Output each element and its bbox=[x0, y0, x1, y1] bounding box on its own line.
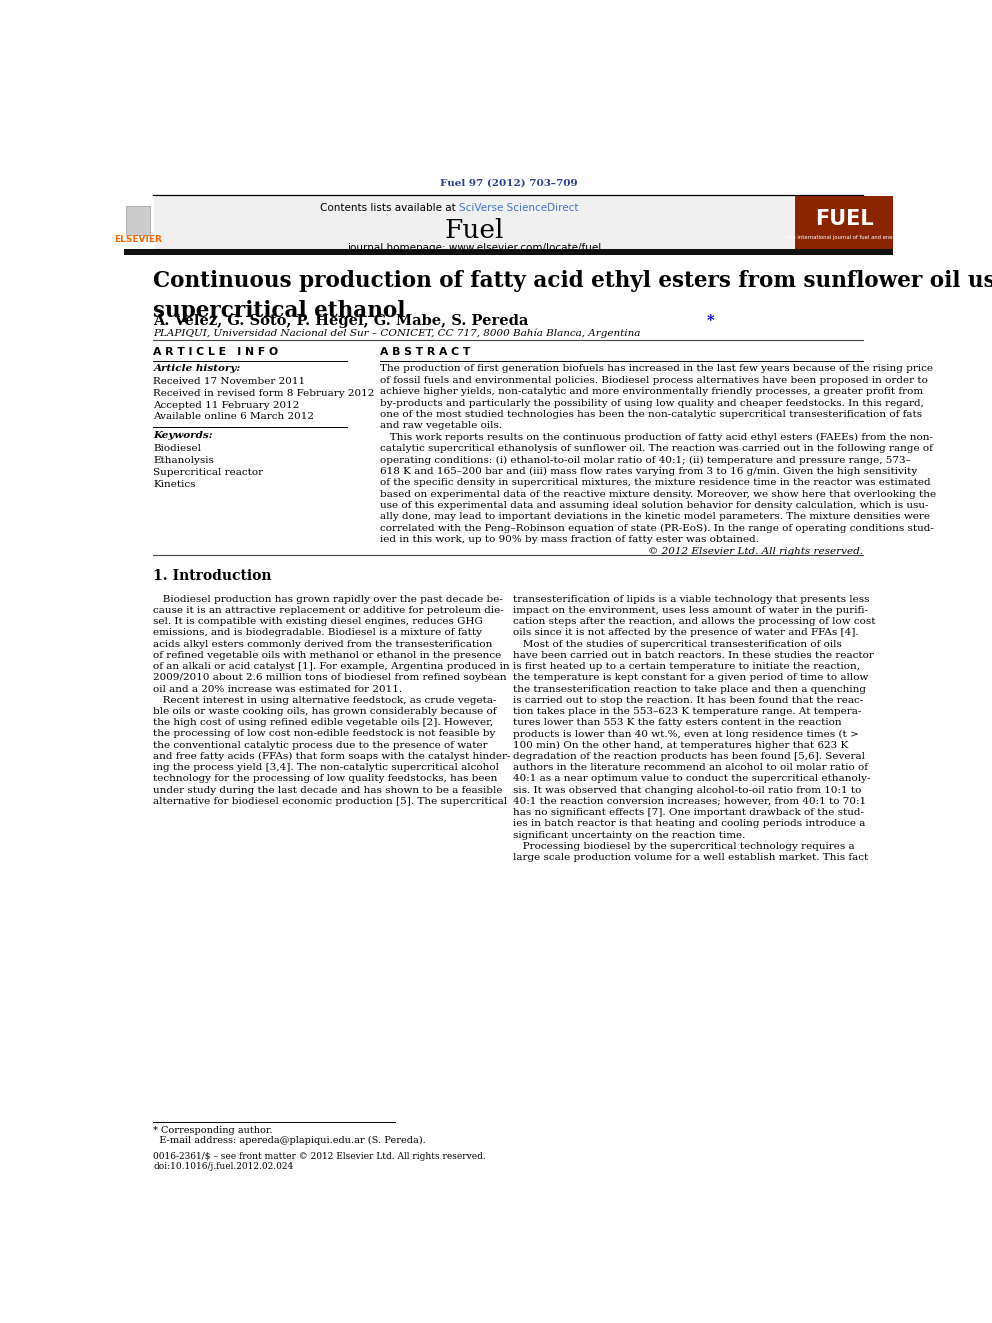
Text: Contents lists available at: Contents lists available at bbox=[319, 202, 459, 213]
Bar bbox=[124, 249, 893, 255]
Text: the temperature is kept constant for a given period of time to allow: the temperature is kept constant for a g… bbox=[513, 673, 868, 683]
Text: the international journal of fuel and energy: the international journal of fuel and en… bbox=[787, 235, 901, 239]
Text: Most of the studies of supercritical transesterification of oils: Most of the studies of supercritical tra… bbox=[513, 639, 842, 648]
Text: is first heated up to a certain temperature to initiate the reaction,: is first heated up to a certain temperat… bbox=[513, 662, 860, 671]
Text: authors in the literature recommend an alcohol to oil molar ratio of: authors in the literature recommend an a… bbox=[513, 763, 868, 773]
Text: 0016-2361/$ – see front matter © 2012 Elsevier Ltd. All rights reserved.: 0016-2361/$ – see front matter © 2012 El… bbox=[154, 1152, 486, 1162]
Text: *: * bbox=[706, 314, 714, 328]
Bar bbox=[126, 206, 150, 235]
Text: of the specific density in supercritical mixtures, the mixture residence time in: of the specific density in supercritical… bbox=[380, 479, 930, 487]
Text: catalytic supercritical ethanolysis of sunflower oil. The reaction was carried o: catalytic supercritical ethanolysis of s… bbox=[380, 445, 932, 452]
Text: 40:1 the reaction conversion increases; however, from 40:1 to 70:1: 40:1 the reaction conversion increases; … bbox=[513, 796, 866, 806]
Text: ELSEVIER: ELSEVIER bbox=[114, 235, 163, 243]
Bar bbox=[796, 197, 893, 249]
Text: ally done, may lead to important deviations in the kinetic model parameters. The: ally done, may lead to important deviati… bbox=[380, 512, 930, 521]
Text: journal homepage: www.elsevier.com/locate/fuel: journal homepage: www.elsevier.com/locat… bbox=[347, 243, 601, 254]
Text: technology for the processing of low quality feedstocks, has been: technology for the processing of low qua… bbox=[154, 774, 498, 783]
Text: A R T I C L E   I N F O: A R T I C L E I N F O bbox=[154, 348, 279, 357]
Text: 100 min) On the other hand, at temperatures higher that 623 K: 100 min) On the other hand, at temperatu… bbox=[513, 741, 848, 750]
Text: have been carried out in batch reactors. In these studies the reactor: have been carried out in batch reactors.… bbox=[513, 651, 874, 660]
Text: FUEL: FUEL bbox=[814, 209, 873, 229]
Text: Processing biodiesel by the supercritical technology requires a: Processing biodiesel by the supercritica… bbox=[513, 841, 855, 851]
Text: 2009/2010 about 2.6 million tons of biodiesel from refined soybean: 2009/2010 about 2.6 million tons of biod… bbox=[154, 673, 507, 683]
Text: Recent interest in using alternative feedstock, as crude vegeta-: Recent interest in using alternative fee… bbox=[154, 696, 497, 705]
Text: 40:1 as a near optimum value to conduct the supercritical ethanoly-: 40:1 as a near optimum value to conduct … bbox=[513, 774, 871, 783]
Text: has no significant effects [7]. One important drawback of the stud-: has no significant effects [7]. One impo… bbox=[513, 808, 864, 818]
Text: Biodiesel: Biodiesel bbox=[154, 445, 201, 454]
Text: one of the most studied technologies has been the non-catalytic supercritical tr: one of the most studied technologies has… bbox=[380, 410, 922, 419]
Text: sel. It is compatible with existing diesel engines, reduces GHG: sel. It is compatible with existing dies… bbox=[154, 617, 483, 626]
Text: emissions, and is biodegradable. Biodiesel is a mixture of fatty: emissions, and is biodegradable. Biodies… bbox=[154, 628, 482, 638]
Text: E-mail address: apereda@plapiqui.edu.ar (S. Pereda).: E-mail address: apereda@plapiqui.edu.ar … bbox=[154, 1136, 427, 1144]
Bar bbox=[124, 197, 154, 249]
Text: Accepted 11 February 2012: Accepted 11 February 2012 bbox=[154, 401, 300, 410]
Text: A. Velez, G. Soto, P. Hegel, G. Mabe, S. Pereda: A. Velez, G. Soto, P. Hegel, G. Mabe, S.… bbox=[154, 314, 534, 328]
Text: under study during the last decade and has shown to be a feasible: under study during the last decade and h… bbox=[154, 786, 503, 795]
Text: This work reports results on the continuous production of fatty acid ethyl ester: This work reports results on the continu… bbox=[380, 433, 932, 442]
Text: use of this experimental data and assuming ideal solution behavior for density c: use of this experimental data and assumi… bbox=[380, 501, 929, 511]
Text: tion takes place in the 553–623 K temperature range. At tempera-: tion takes place in the 553–623 K temper… bbox=[513, 706, 861, 716]
Text: and raw vegetable oils.: and raw vegetable oils. bbox=[380, 421, 502, 430]
Text: * Corresponding author.: * Corresponding author. bbox=[154, 1126, 273, 1135]
Text: doi:10.1016/j.fuel.2012.02.024: doi:10.1016/j.fuel.2012.02.024 bbox=[154, 1162, 294, 1171]
Text: products is lower than 40 wt.%, even at long residence times (t >: products is lower than 40 wt.%, even at … bbox=[513, 729, 859, 738]
Text: cation steps after the reaction, and allows the processing of low cost: cation steps after the reaction, and all… bbox=[513, 617, 876, 626]
Text: tures lower than 553 K the fatty esters content in the reaction: tures lower than 553 K the fatty esters … bbox=[513, 718, 841, 728]
Text: achieve higher yields, non-catalytic and more environmentally friendly processes: achieve higher yields, non-catalytic and… bbox=[380, 388, 923, 396]
Text: large scale production volume for a well establish market. This fact: large scale production volume for a well… bbox=[513, 853, 868, 863]
Text: ies in batch reactor is that heating and cooling periods introduce a: ies in batch reactor is that heating and… bbox=[513, 819, 865, 828]
Text: impact on the environment, uses less amount of water in the purifi-: impact on the environment, uses less amo… bbox=[513, 606, 868, 615]
Text: the transesterification reaction to take place and then a quenching: the transesterification reaction to take… bbox=[513, 684, 866, 693]
Text: Fuel 97 (2012) 703–709: Fuel 97 (2012) 703–709 bbox=[439, 179, 577, 188]
Text: operating conditions: (i) ethanol-to-oil molar ratio of 40:1; (ii) temperature a: operating conditions: (i) ethanol-to-oil… bbox=[380, 455, 911, 464]
Text: is carried out to stop the reaction. It has been found that the reac-: is carried out to stop the reaction. It … bbox=[513, 696, 863, 705]
Text: transesterification of lipids is a viable technology that presents less: transesterification of lipids is a viabl… bbox=[513, 594, 870, 603]
Text: acids alkyl esters commonly derived from the transesterification: acids alkyl esters commonly derived from… bbox=[154, 639, 493, 648]
Text: of fossil fuels and environmental policies. Biodiesel process alternatives have : of fossil fuels and environmental polici… bbox=[380, 376, 928, 385]
Text: oil and a 20% increase was estimated for 2011.: oil and a 20% increase was estimated for… bbox=[154, 684, 403, 693]
Text: of refined vegetable oils with methanol or ethanol in the presence: of refined vegetable oils with methanol … bbox=[154, 651, 502, 660]
Text: Continuous production of fatty acid ethyl esters from sunflower oil using
superc: Continuous production of fatty acid ethy… bbox=[154, 270, 992, 321]
Text: sis. It was observed that changing alcohol-to-oil ratio from 10:1 to: sis. It was observed that changing alcoh… bbox=[513, 786, 861, 795]
Text: © 2012 Elsevier Ltd. All rights reserved.: © 2012 Elsevier Ltd. All rights reserved… bbox=[649, 546, 863, 556]
Text: the conventional catalytic process due to the presence of water: the conventional catalytic process due t… bbox=[154, 741, 488, 750]
Text: 618 K and 165–200 bar and (iii) mass flow rates varying from 3 to 16 g/min. Give: 618 K and 165–200 bar and (iii) mass flo… bbox=[380, 467, 917, 476]
Text: Biodiesel production has grown rapidly over the past decade be-: Biodiesel production has grown rapidly o… bbox=[154, 594, 503, 603]
Text: the processing of low cost non-edible feedstock is not feasible by: the processing of low cost non-edible fe… bbox=[154, 729, 496, 738]
Text: significant uncertainty on the reaction time.: significant uncertainty on the reaction … bbox=[513, 831, 745, 840]
Text: Kinetics: Kinetics bbox=[154, 480, 196, 490]
Text: A B S T R A C T: A B S T R A C T bbox=[380, 348, 470, 357]
Text: alternative for biodiesel economic production [5]. The supercritical: alternative for biodiesel economic produ… bbox=[154, 796, 508, 806]
Text: based on experimental data of the reactive mixture density. Moreover, we show he: based on experimental data of the reacti… bbox=[380, 490, 935, 499]
Text: Keywords:: Keywords: bbox=[154, 431, 213, 441]
Text: PLAPIQUI, Universidad Nacional del Sur – CONICET, CC 717, 8000 Bahía Blanca, Arg: PLAPIQUI, Universidad Nacional del Sur –… bbox=[154, 328, 641, 337]
Text: ied in this work, up to 90% by mass fraction of fatty ester was obtained.: ied in this work, up to 90% by mass frac… bbox=[380, 536, 759, 544]
Text: ing the process yield [3,4]. The non-catalytic supercritical alcohol: ing the process yield [3,4]. The non-cat… bbox=[154, 763, 499, 773]
Text: SciVerse ScienceDirect: SciVerse ScienceDirect bbox=[459, 202, 578, 213]
Text: The production of first generation biofuels has increased in the last few years : The production of first generation biofu… bbox=[380, 364, 932, 373]
Text: Available online 6 March 2012: Available online 6 March 2012 bbox=[154, 413, 314, 422]
Text: ble oils or waste cooking oils, has grown considerably because of: ble oils or waste cooking oils, has grow… bbox=[154, 706, 497, 716]
Text: of an alkali or acid catalyst [1]. For example, Argentina produced in: of an alkali or acid catalyst [1]. For e… bbox=[154, 662, 510, 671]
Text: Received in revised form 8 February 2012: Received in revised form 8 February 2012 bbox=[154, 389, 375, 398]
Text: Ethanolysis: Ethanolysis bbox=[154, 456, 214, 466]
Text: degradation of the reaction products has been found [5,6]. Several: degradation of the reaction products has… bbox=[513, 751, 865, 761]
Text: 1. Introduction: 1. Introduction bbox=[154, 569, 272, 583]
Text: cause it is an attractive replacement or additive for petroleum die-: cause it is an attractive replacement or… bbox=[154, 606, 504, 615]
Text: Fuel: Fuel bbox=[444, 218, 504, 243]
Bar bbox=[154, 197, 796, 249]
Text: and free fatty acids (FFAs) that form soaps with the catalyst hinder-: and free fatty acids (FFAs) that form so… bbox=[154, 751, 511, 761]
Text: Article history:: Article history: bbox=[154, 364, 241, 373]
Text: Supercritical reactor: Supercritical reactor bbox=[154, 468, 264, 478]
Text: correlated with the Peng–Robinson equation of state (PR-EoS). In the range of op: correlated with the Peng–Robinson equati… bbox=[380, 524, 933, 533]
Text: oils since it is not affected by the presence of water and FFAs [4].: oils since it is not affected by the pre… bbox=[513, 628, 859, 638]
Text: Received 17 November 2011: Received 17 November 2011 bbox=[154, 377, 306, 386]
Text: by-products and particularly the possibility of using low quality and cheaper fe: by-products and particularly the possibi… bbox=[380, 398, 924, 407]
Text: the high cost of using refined edible vegetable oils [2]. However,: the high cost of using refined edible ve… bbox=[154, 718, 494, 728]
